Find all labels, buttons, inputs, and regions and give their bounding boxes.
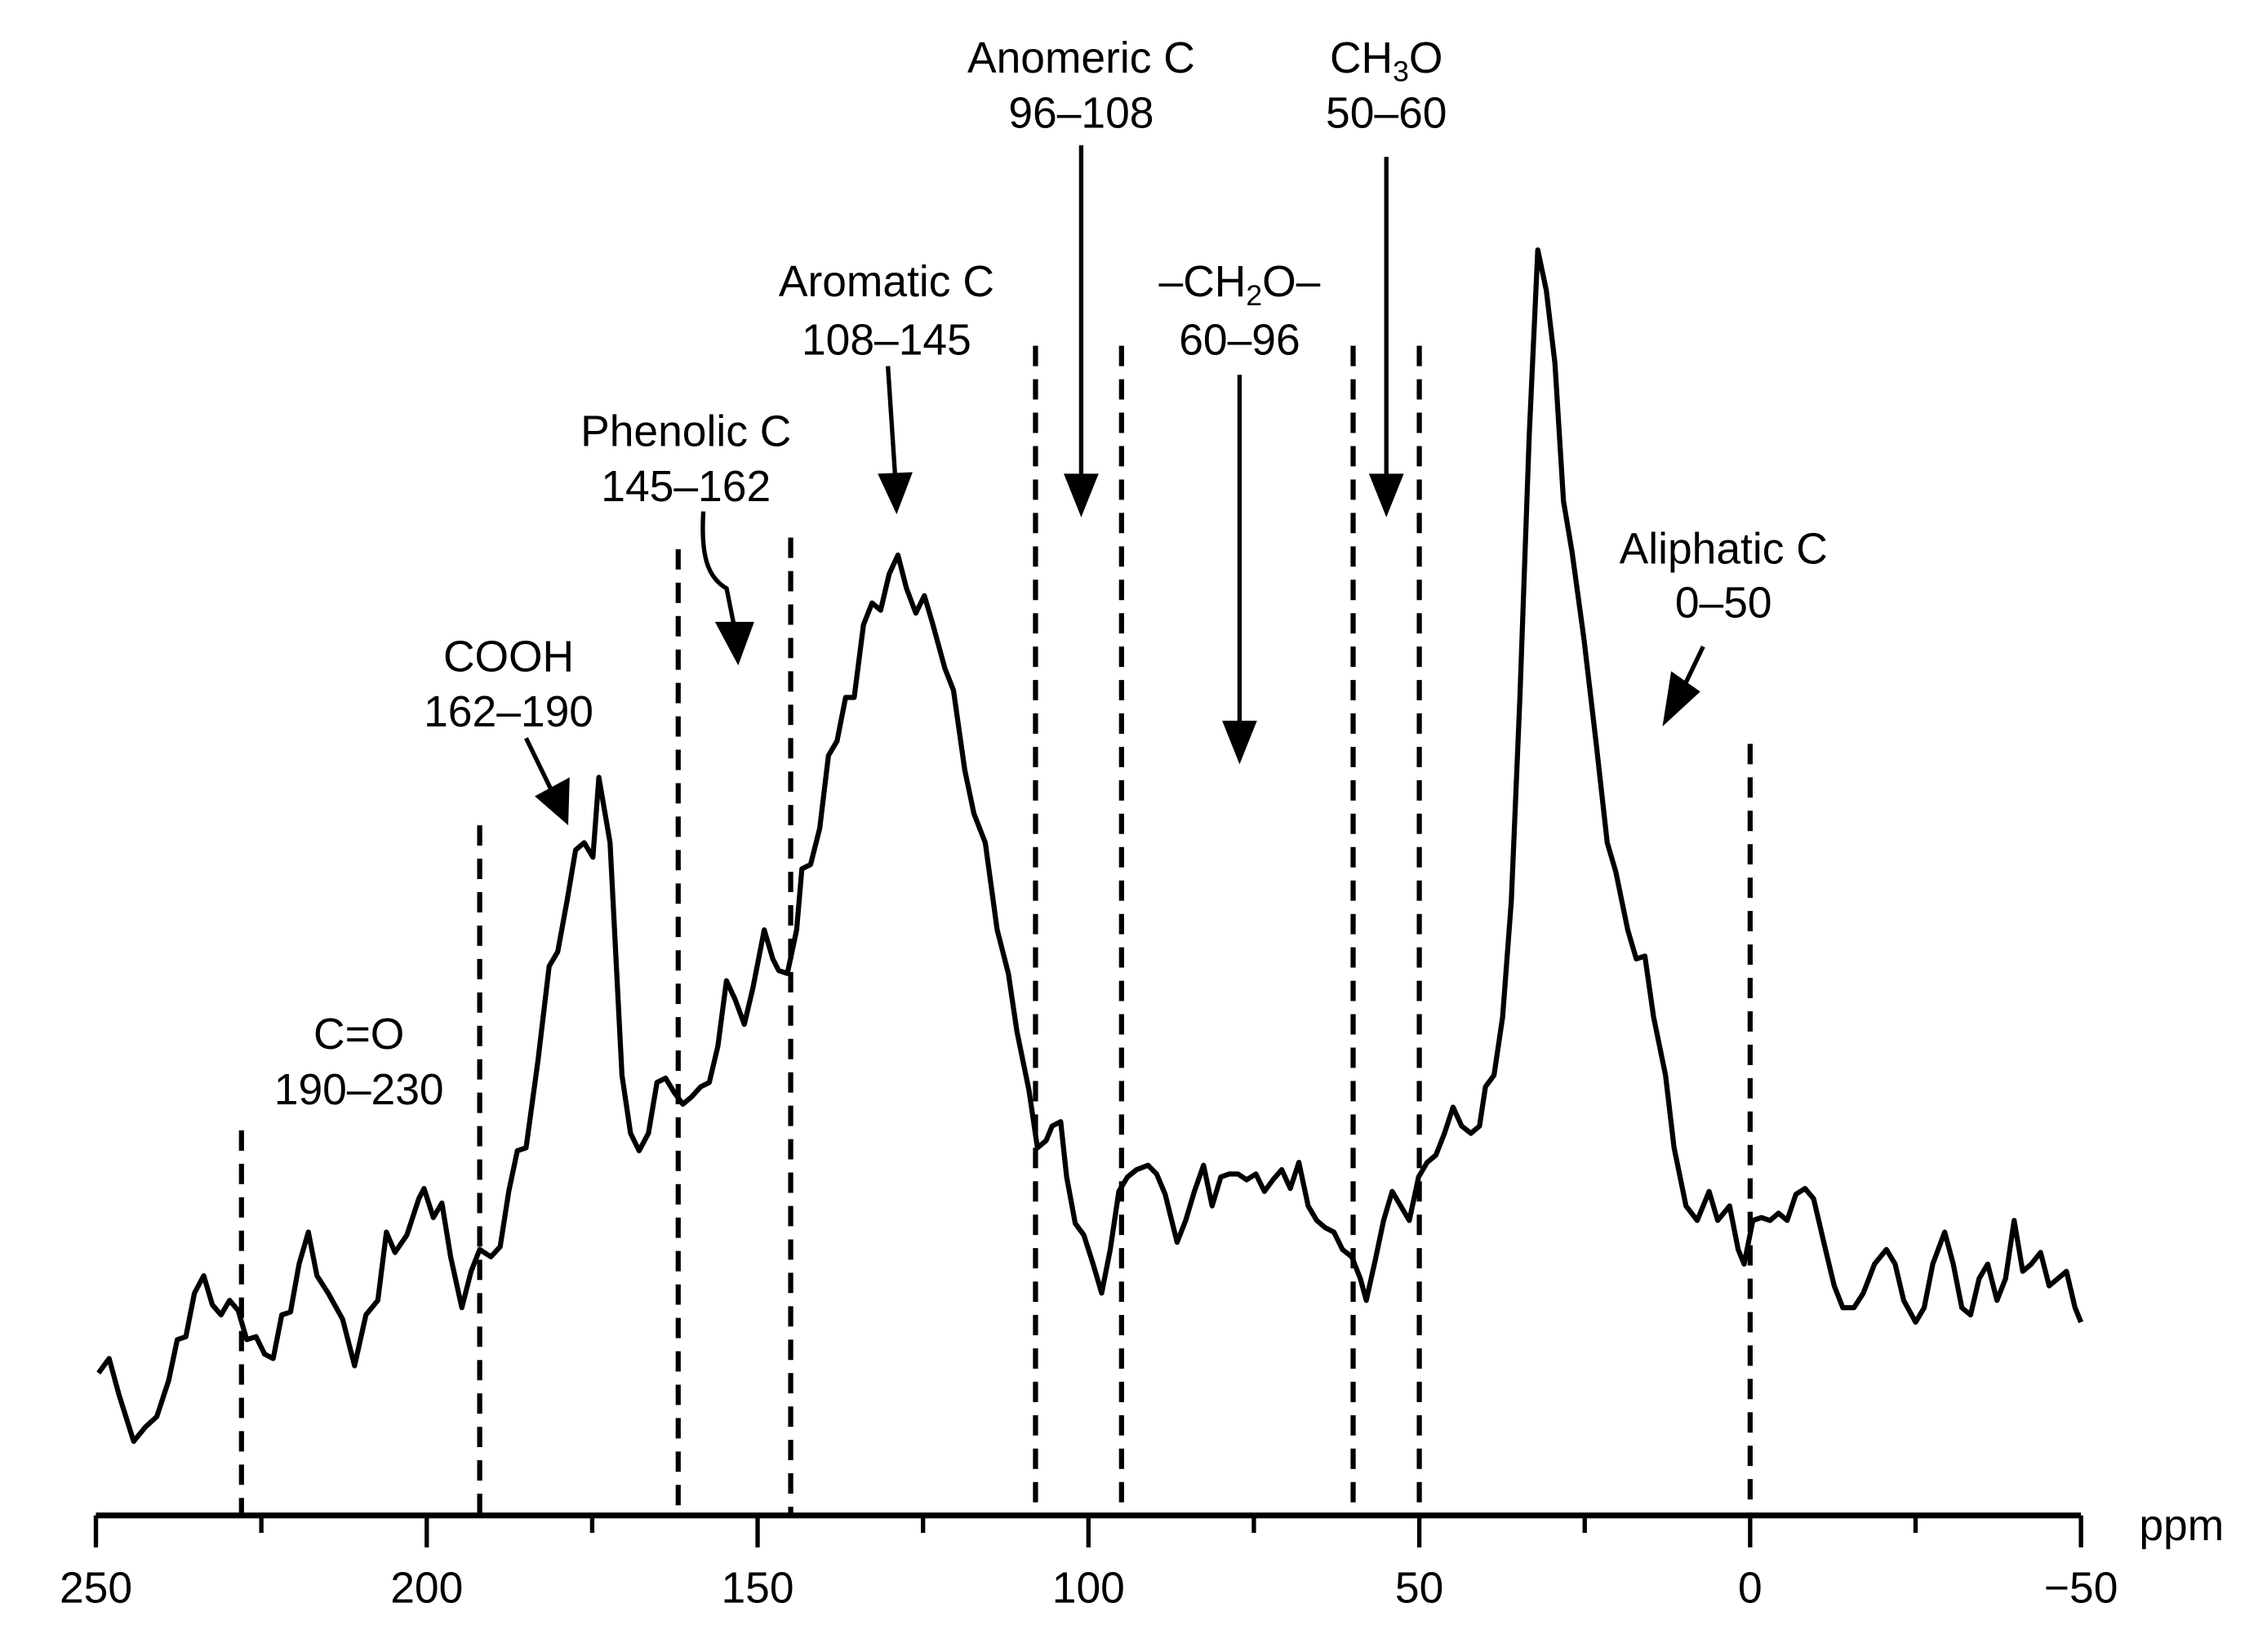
annotation-phenolic: Phenolic C 145–162 xyxy=(580,407,791,666)
x-tick-label: −50 xyxy=(2044,1564,2118,1612)
x-axis-label: ppm xyxy=(2139,1502,2224,1550)
arrowhead-icon xyxy=(535,777,570,826)
annotation-label: Aromatic C xyxy=(779,258,994,306)
x-axis: 250 200 150 100 50 0 −50 xyxy=(60,1512,2118,1612)
annotation-range: 0–50 xyxy=(1675,580,1772,628)
annotation-label: Anomeric C xyxy=(967,34,1195,82)
annotation-carboxyl: COOH 162–190 xyxy=(424,633,593,826)
x-tick-label: 250 xyxy=(60,1564,132,1612)
arrow-icon xyxy=(524,737,554,793)
x-tick-label: 150 xyxy=(721,1564,793,1612)
annotation-anomeric: Anomeric C 96–108 xyxy=(967,34,1195,517)
annotation-range: 145–162 xyxy=(601,463,771,511)
annotation-range: 108–145 xyxy=(802,316,971,364)
annotation-range: 96–108 xyxy=(1008,90,1154,138)
spectrum-line xyxy=(96,247,2084,1444)
annotation-label: C=O xyxy=(313,1010,404,1059)
x-tick-label: 0 xyxy=(1738,1564,1762,1612)
curved-arrow-icon xyxy=(700,511,736,625)
annotation-range: 190–230 xyxy=(274,1066,444,1114)
annotation-label: –CH2O– xyxy=(1159,258,1321,312)
x-tick-label: 50 xyxy=(1395,1564,1443,1612)
annotation-label: COOH xyxy=(443,633,574,681)
annotation-label: Phenolic C xyxy=(580,407,791,455)
arrowhead-icon xyxy=(1064,473,1099,517)
annotation-label: Aliphatic C xyxy=(1620,526,1828,574)
x-tick-label: 100 xyxy=(1052,1564,1125,1612)
arrowhead-icon xyxy=(878,472,913,515)
arrow-icon xyxy=(885,366,898,477)
annotation-range: 60–96 xyxy=(1179,316,1300,364)
arrowhead-icon xyxy=(1222,720,1257,765)
x-tick-label: 200 xyxy=(390,1564,463,1612)
arrowhead-icon xyxy=(1662,671,1700,727)
annotation-range: 162–190 xyxy=(424,688,593,736)
annotation-label: CH3O xyxy=(1330,34,1442,88)
annotation-range: 50–60 xyxy=(1326,90,1447,138)
annotation-aliphatic: Aliphatic C 0–50 xyxy=(1620,526,1828,727)
annotation-aromatic: Aromatic C 108–145 xyxy=(779,258,994,515)
annotation-ch2o: –CH2O– 60–96 xyxy=(1159,258,1321,765)
arrowhead-icon xyxy=(714,621,754,666)
region-boundary-lines xyxy=(238,345,1753,1516)
annotation-methoxyl: CH3O 50–60 xyxy=(1326,34,1447,517)
annotation-carbonyl: C=O 190–230 xyxy=(274,1010,444,1114)
arrow-icon xyxy=(1683,645,1705,684)
arrowhead-icon xyxy=(1368,473,1404,517)
